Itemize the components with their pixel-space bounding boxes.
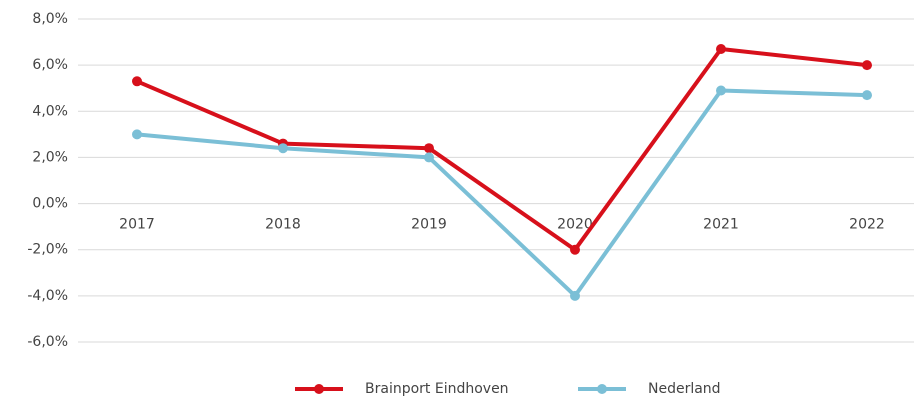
legend-marker	[314, 384, 324, 394]
data-point	[716, 85, 726, 96]
y-tick-label: 8,0%	[32, 11, 68, 27]
y-tick-label: 0,0%	[32, 196, 68, 212]
data-point	[570, 290, 580, 301]
data-point	[716, 43, 726, 54]
legend-label: Brainport Eindhoven	[365, 381, 509, 397]
series-line	[136, 88, 868, 298]
y-tick-label: -4,0%	[27, 288, 68, 304]
y-tick-label: 4,0%	[32, 103, 68, 119]
series-line	[136, 46, 868, 252]
x-tick-label: 2022	[849, 217, 885, 233]
data-point	[570, 244, 580, 255]
data-point	[132, 129, 142, 140]
data-point	[862, 60, 872, 71]
y-tick-label: 6,0%	[32, 57, 68, 73]
data-point	[424, 143, 434, 154]
legend-label: Nederland	[648, 381, 721, 397]
data-point	[278, 143, 288, 154]
legend-marker	[597, 384, 607, 394]
x-tick-label: 2019	[411, 217, 447, 233]
data-point	[862, 90, 872, 101]
y-tick-label: -2,0%	[27, 242, 68, 258]
x-tick-label: 2017	[119, 217, 155, 233]
y-tick-label: 2,0%	[32, 149, 68, 165]
x-tick-label: 2018	[265, 217, 301, 233]
data-point	[424, 152, 434, 163]
y-tick-label: -6,0%	[27, 334, 68, 350]
data-point	[132, 76, 142, 87]
x-tick-label: 2020	[557, 217, 593, 233]
x-tick-label: 2021	[703, 217, 739, 233]
